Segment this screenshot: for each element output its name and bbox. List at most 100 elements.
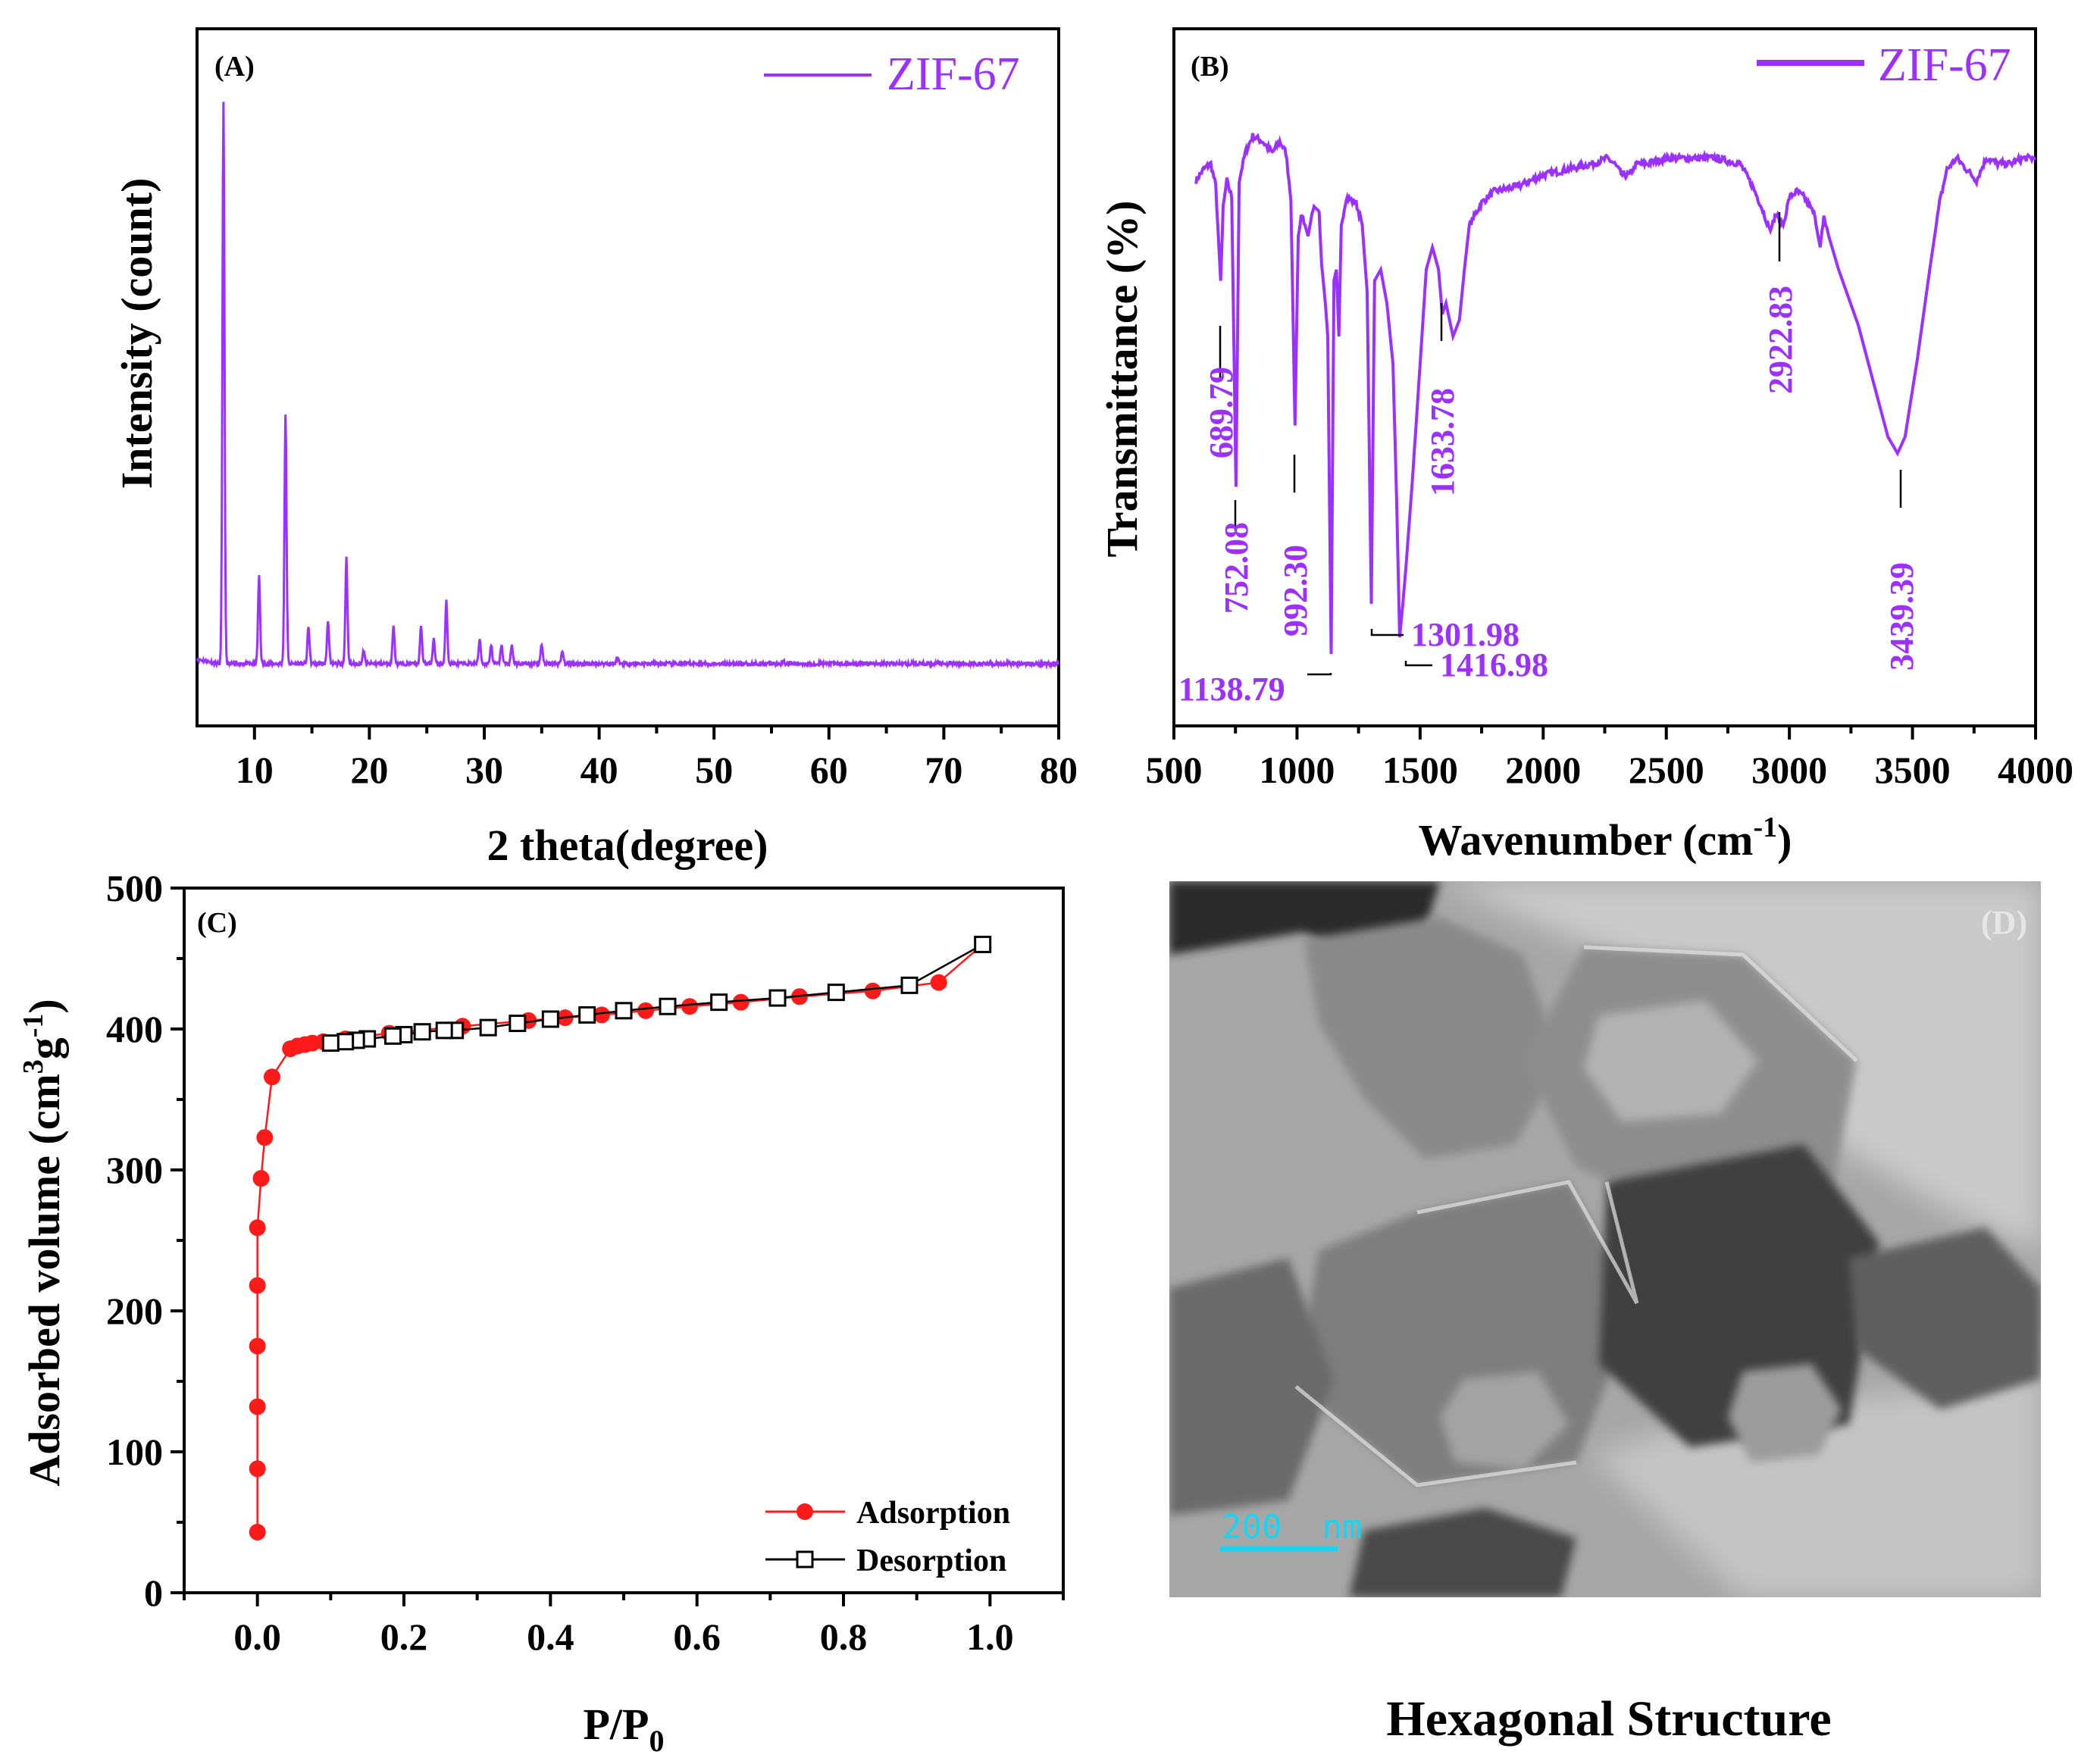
panel-c-adsorption-series: [249, 936, 991, 1541]
panel-c-y-tick-label: 200: [106, 1290, 163, 1332]
panel-c-y-axis-label-mid: g: [20, 1037, 69, 1059]
panel-b-x-ticks: 500 1000 1500 2000 2500 3000 3500 4000: [1146, 726, 2073, 791]
adsorption-point: [930, 974, 947, 991]
desorption-point: [435, 1021, 453, 1040]
adsorption-point: [249, 1277, 266, 1294]
adsorption-point: [249, 1398, 266, 1415]
panel-d-tem-image: 200 nm (D) Hexagonal Structure: [1169, 881, 2041, 1747]
panel-a-frame: [196, 27, 1060, 727]
panel-c-x-tick-label: 0.0: [233, 1615, 281, 1658]
panel-b-x-tick-label: 1500: [1382, 749, 1458, 791]
panel-a-pattern-line: [196, 102, 1060, 671]
adsorption-point: [249, 1337, 266, 1355]
panel-c-legend: Adsorption Desorption: [765, 1496, 1010, 1578]
panel-a-x-ticks: 10 20 30 40 50 60 70 80: [236, 726, 1078, 791]
tem-crystal-edges: [1294, 945, 1858, 1487]
peak-label: 752.08: [1218, 522, 1255, 614]
panel-c-x-axis-label: P/P0: [584, 1700, 665, 1758]
panel-c-x-tick-label: 0.2: [380, 1615, 428, 1658]
legend-desorption-label: Desorption: [856, 1544, 1006, 1578]
desorption-point: [384, 1027, 402, 1045]
desorption-point: [509, 1015, 527, 1033]
panel-b-x-tick-label: 3500: [1875, 749, 1951, 791]
tem-inner-hexagon-2: [1440, 1371, 1569, 1470]
panel-b-x-tick-label: 1000: [1259, 749, 1335, 791]
panel-c-frame: [183, 887, 1065, 1594]
panel-c-y-axis-label: Adsorbed volume (cm3g-1): [17, 999, 69, 1487]
peak-label: 689.79: [1203, 367, 1240, 458]
panel-b-ftir-chart: (B) ZIF-67 500 1000 1500 2000 2500 3000 3500 40…: [1097, 27, 2073, 865]
adsorption-point: [732, 993, 750, 1011]
adsorption-point: [249, 1524, 266, 1541]
panel-c-y-axis-label-sup1: 3: [17, 1059, 49, 1074]
panel-c-x-axis-label-sub: 0: [649, 1724, 664, 1758]
panel-a-y-axis-label: Intensity (count): [112, 178, 161, 489]
panel-a-x-tick-label: 80: [1040, 749, 1078, 791]
adsorption-point: [264, 1068, 280, 1086]
tem-crumpled-sheet: [1304, 917, 1561, 1159]
panel-a-legend-label: ZIF-67: [887, 48, 1020, 100]
desorption-point: [578, 1006, 596, 1024]
panel-a-label: (A): [214, 51, 255, 83]
panel-b-x-tick-label: 2000: [1505, 749, 1581, 791]
tem-dark-particle-bottom: [1349, 1508, 1576, 1597]
desorption-point: [974, 935, 992, 953]
panel-b-y-axis-label: Transmittance (%): [1097, 201, 1147, 558]
desorption-point: [900, 976, 919, 994]
desorption-point: [768, 989, 787, 1007]
adsorption-point: [864, 982, 881, 999]
panel-c-y-tick-label: 400: [106, 1008, 163, 1050]
panel-b-x-tick-label: 2500: [1629, 749, 1704, 791]
panel-c-x-tick-label: 1.0: [966, 1615, 1014, 1658]
panel-c-x-tick-label: 0.8: [820, 1615, 868, 1658]
panel-c-y-tick-label: 300: [106, 1149, 163, 1191]
tem-inner-hexagon-3: [1728, 1364, 1842, 1462]
panel-b-x-tick-label: 500: [1146, 749, 1203, 791]
desorption-point: [615, 1002, 633, 1020]
panel-a-x-tick-label: 50: [695, 749, 733, 791]
peak-label: 1416.98: [1440, 646, 1548, 683]
peak-label: 3439.39: [1883, 562, 1920, 671]
panel-c-label: (C): [197, 907, 237, 939]
adsorption-point: [593, 1006, 610, 1024]
desorption-point: [479, 1018, 497, 1037]
tem-bright-region: [1440, 881, 2041, 1250]
panel-a-x-axis-label: 2 theta(degree): [487, 821, 768, 870]
panel-b-legend-label: ZIF-67: [1878, 39, 2011, 91]
panel-a-x-tick-label: 10: [236, 749, 274, 791]
panel-b-x-axis-label: Wavenumber (cm-1): [1419, 812, 1792, 865]
desorption-point: [413, 1023, 431, 1041]
panel-b-x-axis-label-tail: ): [1777, 815, 1792, 865]
desorption-point: [336, 1033, 355, 1051]
panel-c-y-axis-label-tail: ): [20, 999, 69, 1013]
adsorption-point: [249, 1219, 266, 1237]
peak-label: 1301.98: [1411, 616, 1519, 653]
panel-c-y-tick-label: 100: [106, 1431, 163, 1473]
panel-b-x-axis-label-main: Wavenumber (cm: [1419, 815, 1754, 865]
panel-b-x-axis-label-sup: -1: [1753, 812, 1777, 843]
peak-leader-line: [1307, 673, 1332, 676]
panel-a-x-tick-label: 20: [350, 749, 388, 791]
peak-label: 2922.83: [1762, 286, 1799, 394]
desorption-point: [541, 1010, 559, 1028]
adsorption-point: [256, 1129, 274, 1146]
panel-c-x-axis-label-main: P/P: [584, 1700, 649, 1749]
tem-crystal-left: [1169, 1258, 1334, 1515]
adsorption-point: [681, 998, 698, 1015]
panel-c-desorption-series: [321, 935, 992, 1052]
peak-leader-line: [1404, 661, 1432, 667]
desorption-point: [710, 993, 728, 1012]
panel-a-x-tick-label: 60: [810, 749, 848, 791]
panel-b-label: (B): [1191, 51, 1229, 83]
desorption-point: [827, 984, 845, 1002]
tem-inner-hexagon-1: [1584, 1000, 1758, 1121]
panel-c-y-axis-label-main: Adsorbed volume (cm: [20, 1074, 69, 1487]
panel-a-x-tick-label: 70: [925, 749, 962, 791]
peak-leader-line: [1370, 629, 1404, 636]
adsorption-point: [249, 1460, 266, 1478]
tem-bright-region-lower: [1591, 1356, 2041, 1597]
panel-c-y-tick-label: 500: [106, 867, 163, 909]
peak-label: 1138.79: [1178, 671, 1285, 708]
